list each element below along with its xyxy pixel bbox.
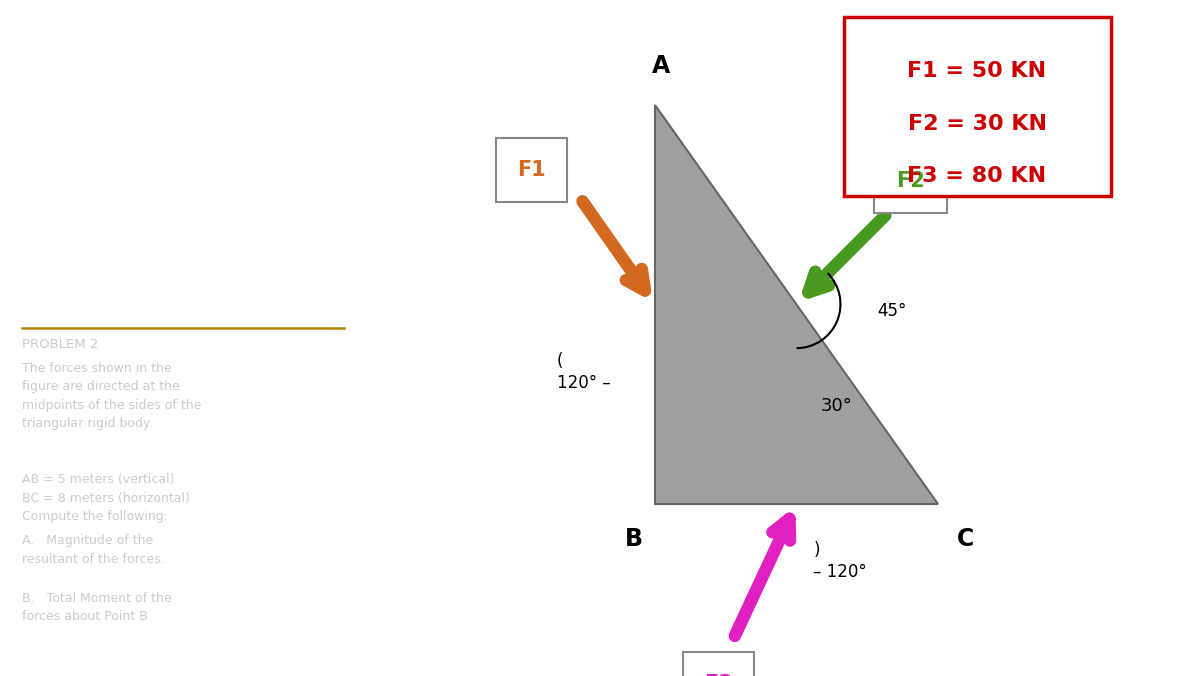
FancyBboxPatch shape: [874, 149, 947, 214]
Text: F3 = 80 KN: F3 = 80 KN: [907, 166, 1046, 187]
Text: AB = 5 meters (vertical)
BC = 8 meters (horizontal): AB = 5 meters (vertical) BC = 8 meters (…: [22, 473, 190, 505]
Text: F3: F3: [704, 674, 733, 676]
Text: The forces shown in the
figure are directed at the
midpoints of the sides of the: The forces shown in the figure are direc…: [22, 362, 202, 430]
Text: (
120° –: ( 120° –: [557, 352, 611, 391]
Text: A.   Magnitude of the
resultant of the forces.: A. Magnitude of the resultant of the for…: [22, 534, 164, 566]
Text: C: C: [956, 527, 974, 552]
Text: F1: F1: [517, 160, 546, 180]
Text: B.   Total Moment of the
forces about Point B: B. Total Moment of the forces about Poin…: [22, 592, 172, 623]
Text: Compute the following:: Compute the following:: [22, 510, 168, 523]
Text: RESULTANT
AND
MOMENT: RESULTANT AND MOMENT: [37, 47, 325, 183]
FancyBboxPatch shape: [844, 17, 1111, 196]
Text: F2 = 30 KN: F2 = 30 KN: [907, 114, 1046, 134]
Text: PROBLEM 2: PROBLEM 2: [22, 338, 98, 351]
Text: 30°: 30°: [821, 397, 853, 414]
Text: B: B: [625, 527, 643, 552]
Text: F2: F2: [896, 171, 925, 191]
Text: A: A: [652, 53, 671, 78]
FancyBboxPatch shape: [683, 652, 754, 676]
Text: F1 = 50 KN: F1 = 50 KN: [907, 61, 1046, 81]
Text: 45°: 45°: [877, 302, 907, 320]
FancyBboxPatch shape: [497, 138, 568, 202]
Text: )
– 120°: ) – 120°: [814, 541, 868, 581]
Polygon shape: [654, 105, 938, 504]
